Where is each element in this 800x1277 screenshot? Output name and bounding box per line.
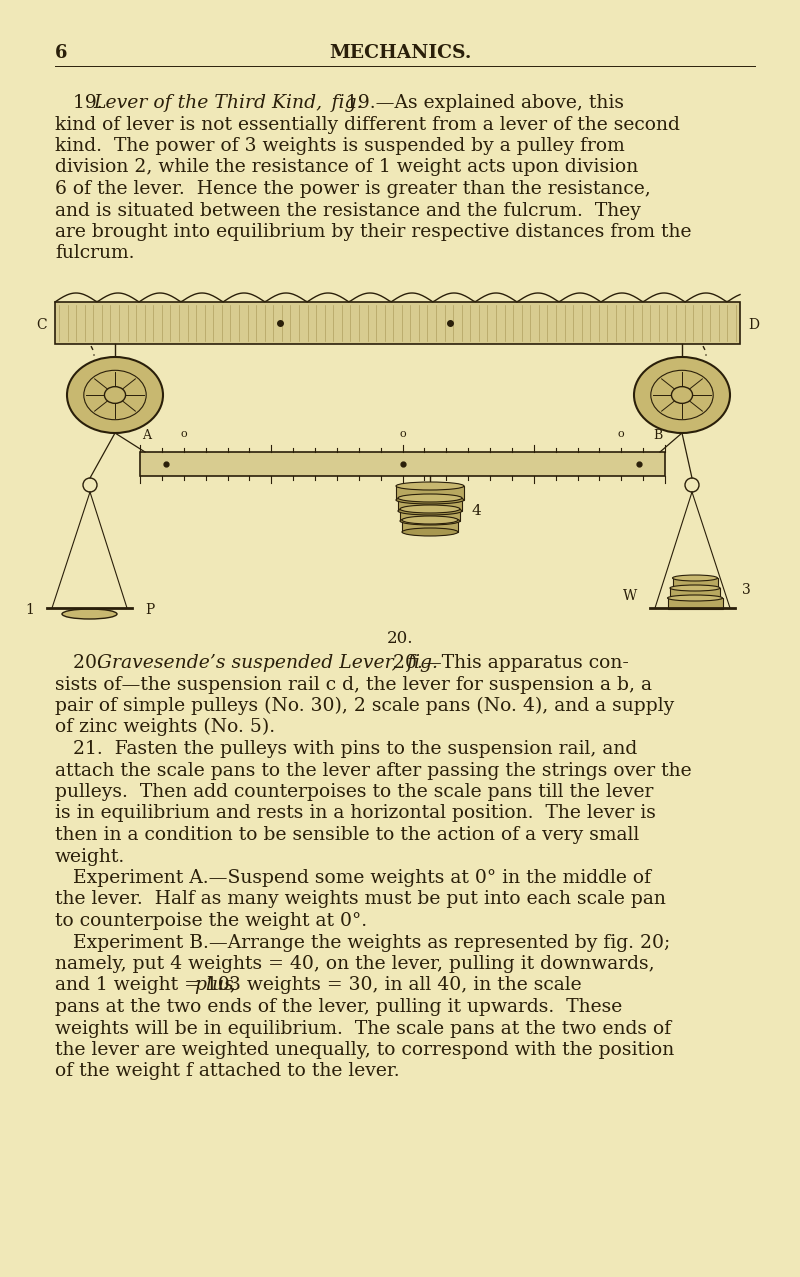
Text: W: W (622, 589, 637, 603)
Text: 20.: 20. (55, 654, 112, 672)
Text: fulcrum.: fulcrum. (55, 244, 134, 263)
FancyBboxPatch shape (140, 452, 665, 476)
Text: kind.  The power of 3 weights is suspended by a pulley from: kind. The power of 3 weights is suspende… (55, 137, 625, 155)
Text: 6 of the lever.  Hence the power is greater than the resistance,: 6 of the lever. Hence the power is great… (55, 180, 650, 198)
Text: and is situated between the resistance and the fulcrum.  They: and is situated between the resistance a… (55, 202, 641, 220)
FancyBboxPatch shape (670, 587, 720, 598)
Text: 20.—This apparatus con-: 20.—This apparatus con- (387, 654, 629, 672)
FancyBboxPatch shape (55, 301, 740, 344)
Ellipse shape (396, 495, 464, 504)
FancyBboxPatch shape (402, 520, 458, 533)
Text: D: D (748, 318, 759, 332)
Ellipse shape (396, 481, 464, 490)
Text: 19.: 19. (55, 94, 112, 112)
Ellipse shape (67, 358, 163, 433)
Ellipse shape (402, 527, 458, 536)
Ellipse shape (671, 387, 693, 404)
FancyBboxPatch shape (398, 498, 462, 511)
Text: then in a condition to be sensible to the action of a very small: then in a condition to be sensible to th… (55, 826, 639, 844)
Text: are brought into equilibrium by their respective distances from the: are brought into equilibrium by their re… (55, 223, 691, 241)
Text: o: o (399, 429, 406, 439)
Text: is in equilibrium and rests in a horizontal position.  The lever is: is in equilibrium and rests in a horizon… (55, 805, 656, 822)
Text: weights will be in equilibrium.  The scale pans at the two ends of: weights will be in equilibrium. The scal… (55, 1019, 671, 1037)
Text: kind of lever is not essentially different from a lever of the second: kind of lever is not essentially differe… (55, 115, 680, 134)
Ellipse shape (673, 575, 718, 581)
Text: MECHANICS.: MECHANICS. (329, 43, 471, 63)
Text: 3: 3 (742, 584, 750, 598)
Text: Lever of the Third Kind, fig.: Lever of the Third Kind, fig. (93, 94, 362, 112)
Ellipse shape (398, 507, 462, 515)
Ellipse shape (400, 504, 460, 513)
Ellipse shape (667, 595, 722, 601)
Ellipse shape (634, 358, 730, 433)
Text: and 1 weight = 10,: and 1 weight = 10, (55, 977, 242, 995)
Ellipse shape (402, 516, 458, 524)
FancyBboxPatch shape (396, 487, 464, 501)
Text: 1: 1 (25, 603, 34, 617)
Text: pulleys.  Then add counterpoises to the scale pans till the lever: pulleys. Then add counterpoises to the s… (55, 783, 654, 801)
Text: division 2, while the resistance of 1 weight acts upon division: division 2, while the resistance of 1 we… (55, 158, 638, 176)
Text: to counterpoise the weight at 0°.: to counterpoise the weight at 0°. (55, 912, 367, 930)
Text: the lever are weighted unequally, to correspond with the position: the lever are weighted unequally, to cor… (55, 1041, 674, 1059)
Text: of the weight f attached to the lever.: of the weight f attached to the lever. (55, 1062, 400, 1080)
Text: plus: plus (194, 977, 234, 995)
Text: B: B (654, 429, 663, 442)
Text: 20.: 20. (386, 630, 414, 647)
Text: f: f (444, 488, 449, 502)
Text: weight.: weight. (55, 848, 126, 866)
FancyBboxPatch shape (667, 598, 722, 609)
Ellipse shape (398, 494, 462, 502)
Text: of zinc weights (No. 5).: of zinc weights (No. 5). (55, 718, 275, 737)
Text: 3 weights = 30, in all 40, in the scale: 3 weights = 30, in all 40, in the scale (223, 977, 582, 995)
Text: C: C (36, 318, 47, 332)
Ellipse shape (62, 609, 117, 619)
Ellipse shape (400, 517, 460, 525)
Text: 21.  Fasten the pulleys with pins to the suspension rail, and: 21. Fasten the pulleys with pins to the … (55, 739, 638, 759)
Text: 6: 6 (55, 43, 67, 63)
Text: o: o (181, 429, 187, 439)
Text: attach the scale pans to the lever after passing the strings over the: attach the scale pans to the lever after… (55, 761, 692, 779)
Text: namely, put 4 weights = 40, on the lever, pulling it downwards,: namely, put 4 weights = 40, on the lever… (55, 955, 654, 973)
Text: P: P (145, 603, 154, 617)
Text: 19.—As explained above, this: 19.—As explained above, this (340, 94, 624, 112)
Text: Experiment A.—Suspend some weights at 0° in the middle of: Experiment A.—Suspend some weights at 0°… (55, 870, 651, 888)
Text: o: o (618, 429, 625, 439)
Text: Gravesende’s suspended Lever, fig.: Gravesende’s suspended Lever, fig. (97, 654, 438, 672)
Ellipse shape (105, 387, 126, 404)
Text: the lever.  Half as many weights must be put into each scale pan: the lever. Half as many weights must be … (55, 890, 666, 908)
Text: sists of—the suspension rail c d, the lever for suspension a b, a: sists of—the suspension rail c d, the le… (55, 676, 652, 693)
Text: pans at the two ends of the lever, pulling it upwards.  These: pans at the two ends of the lever, pulli… (55, 999, 622, 1016)
Ellipse shape (670, 585, 720, 591)
Text: pair of simple pulleys (No. 30), 2 scale pans (No. 4), and a supply: pair of simple pulleys (No. 30), 2 scale… (55, 697, 674, 715)
Text: A: A (142, 429, 151, 442)
FancyBboxPatch shape (673, 578, 718, 587)
FancyBboxPatch shape (400, 510, 460, 521)
Text: Experiment B.—Arrange the weights as represented by fig. 20;: Experiment B.—Arrange the weights as rep… (55, 933, 670, 951)
Text: 4: 4 (472, 504, 482, 518)
